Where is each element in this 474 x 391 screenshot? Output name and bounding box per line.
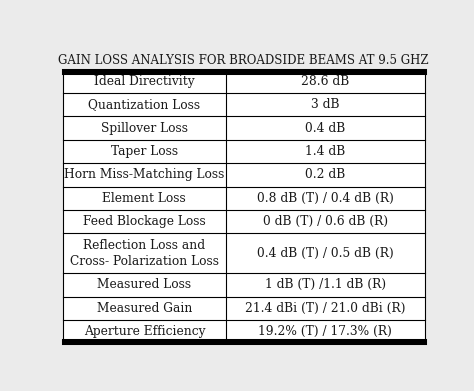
Text: Ideal Directivity: Ideal Directivity: [94, 75, 195, 88]
Text: 0.4 dB (T) / 0.5 dB (R): 0.4 dB (T) / 0.5 dB (R): [257, 247, 393, 260]
Text: 19.2% (T) / 17.3% (R): 19.2% (T) / 17.3% (R): [258, 325, 392, 338]
Text: Element Loss: Element Loss: [102, 192, 186, 205]
Text: Spillover Loss: Spillover Loss: [101, 122, 188, 135]
Text: Measured Loss: Measured Loss: [97, 278, 191, 291]
Text: Taper Loss: Taper Loss: [111, 145, 178, 158]
Text: 0.8 dB (T) / 0.4 dB (R): 0.8 dB (T) / 0.4 dB (R): [257, 192, 394, 205]
Text: 3 dB: 3 dB: [311, 98, 339, 111]
Text: 1.4 dB: 1.4 dB: [305, 145, 346, 158]
Text: Quantization Loss: Quantization Loss: [88, 98, 201, 111]
Text: 28.6 dB: 28.6 dB: [301, 75, 349, 88]
Text: 0 dB (T) / 0.6 dB (R): 0 dB (T) / 0.6 dB (R): [263, 215, 388, 228]
Text: 0.2 dB: 0.2 dB: [305, 169, 346, 181]
Text: 1 dB (T) /1.1 dB (R): 1 dB (T) /1.1 dB (R): [264, 278, 386, 291]
Text: Horn Miss-Matching Loss: Horn Miss-Matching Loss: [64, 169, 225, 181]
Text: Reflection Loss and
Cross- Polarization Loss: Reflection Loss and Cross- Polarization …: [70, 239, 219, 268]
Text: Feed Blockage Loss: Feed Blockage Loss: [83, 215, 206, 228]
Text: Measured Gain: Measured Gain: [97, 302, 192, 315]
Text: GAIN LOSS ANALYSIS FOR BROADSIDE BEAMS AT 9.5 GHZ: GAIN LOSS ANALYSIS FOR BROADSIDE BEAMS A…: [58, 54, 428, 66]
Text: 0.4 dB: 0.4 dB: [305, 122, 346, 135]
Text: 21.4 dBi (T) / 21.0 dBi (R): 21.4 dBi (T) / 21.0 dBi (R): [245, 302, 406, 315]
Text: Aperture Efficiency: Aperture Efficiency: [83, 325, 205, 338]
